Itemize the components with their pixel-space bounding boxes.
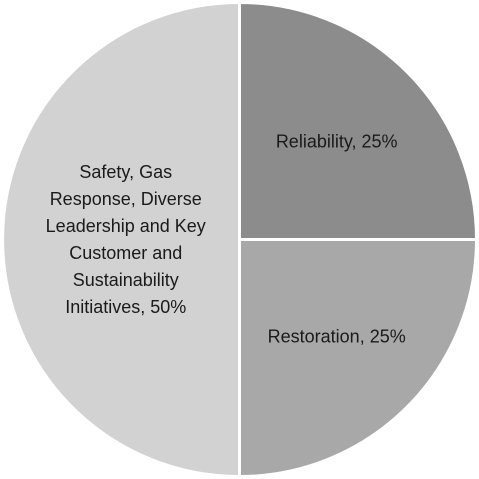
pie-slice [1, 0, 241, 479]
slice-label: Restoration, 25% [267, 326, 406, 347]
pie-slice [238, 238, 479, 479]
slice-label: Reliability, 25% [275, 131, 398, 152]
pie-slice [238, 0, 479, 241]
slice-label: Safety, Gas Response, Diverse Leadership… [45, 161, 206, 317]
